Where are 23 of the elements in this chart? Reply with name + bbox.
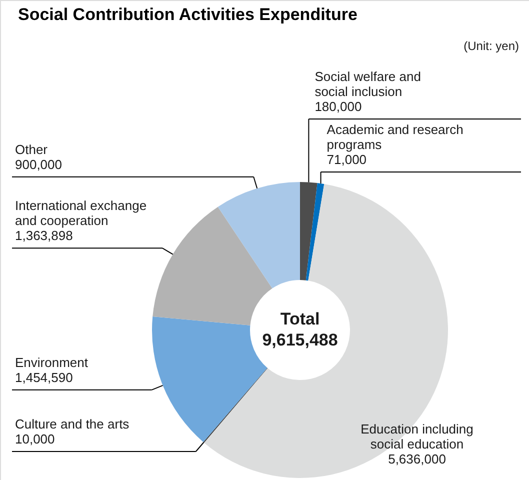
text: (Unit: yen) [464, 39, 519, 53]
donut-slice [300, 182, 318, 280]
donut-slice [152, 206, 272, 326]
donut-slice [306, 183, 324, 281]
slice-label: Other [15, 142, 48, 157]
slice-label: Social welfare and social inclusion [314, 69, 421, 99]
data-label: 1,363,898 [15, 228, 73, 244]
data-label: 900,000 [15, 156, 62, 172]
slice-label: Education including social education [360, 421, 474, 452]
data-label: 180,000 [314, 99, 362, 114]
slice-label: International exchange and cooperation [15, 198, 147, 228]
donut-slice [203, 368, 268, 443]
data-label: 1,454,590 [15, 370, 73, 385]
slice-label: Environment [15, 354, 88, 370]
text: Total [280, 310, 320, 328]
chart-title: Social Contribution Activities Expenditure [18, 5, 358, 24]
donut-slice [218, 182, 300, 288]
text: 9,615,488 [262, 330, 338, 350]
slice-label: Academic and research programs [326, 122, 464, 152]
data-label: 5,636,000 [388, 451, 446, 466]
data-label: 10,000 [15, 431, 55, 446]
slice-label: Culture and the arts [15, 416, 130, 432]
data-label: 71,000 [326, 152, 367, 167]
